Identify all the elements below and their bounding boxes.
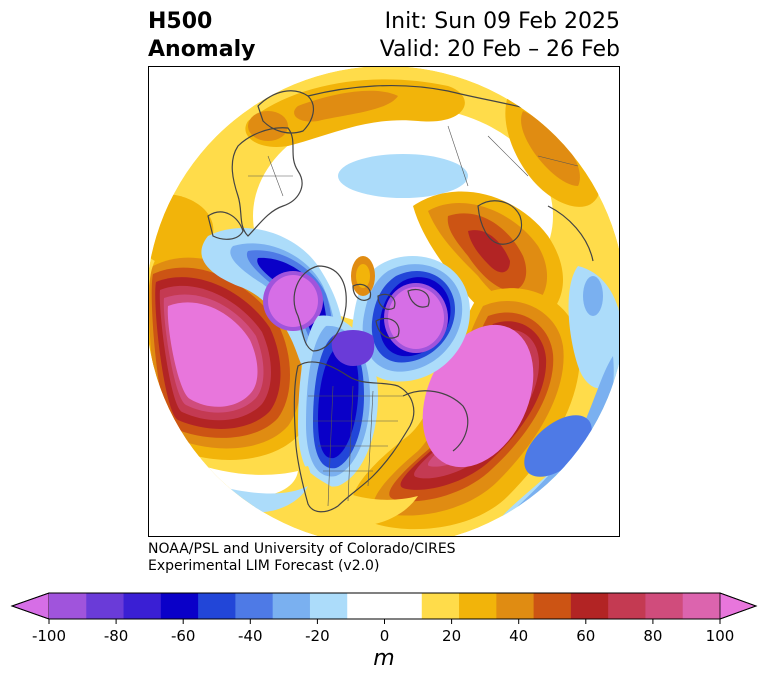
colorbar-swatch <box>198 593 236 619</box>
colorbar-tick-label: 100 <box>706 627 735 645</box>
map-frame <box>148 66 620 537</box>
credit-line-2: Experimental LIM Forecast (v2.0) <box>148 558 380 574</box>
colorbar-tick-label: 40 <box>509 627 528 645</box>
colorbar-swatch <box>160 593 199 619</box>
map-title: H500 Anomaly <box>148 8 255 64</box>
forecast-dates: Init: Sun 09 Feb 2025 Valid: 20 Feb – 26… <box>380 8 620 64</box>
colorbar-tick-label: -100 <box>32 627 66 645</box>
colorbar-swatch <box>533 593 572 619</box>
title-field: H500 <box>148 9 213 34</box>
colorbar-swatches <box>10 592 758 620</box>
valid-range: Valid: 20 Feb – 26 Feb <box>379 37 620 62</box>
init-date: Init: Sun 09 Feb 2025 <box>384 9 620 34</box>
colorbar-swatch <box>384 593 423 619</box>
colorbar-tick-label: 20 <box>442 627 461 645</box>
colorbar-swatch <box>459 593 497 619</box>
colorbar-swatch <box>608 593 646 619</box>
colorbar-tick-label: 80 <box>643 627 662 645</box>
colorbar-swatch <box>421 593 460 619</box>
colorbar-swatch <box>123 593 162 619</box>
colorbar-swatch <box>49 593 87 619</box>
colorbar-tick-label: -80 <box>104 627 129 645</box>
country-borders <box>248 125 579 507</box>
colorbar-swatch <box>309 593 348 619</box>
colorbar-unit: m <box>373 646 395 671</box>
colorbar-swatch <box>682 593 721 619</box>
colorbar-swatch <box>235 593 274 619</box>
colorbar-swatch <box>496 593 535 619</box>
colorbar-tick-label: -20 <box>305 627 330 645</box>
colorbar-extend-high <box>719 592 758 620</box>
colorbar-swatch <box>645 593 684 619</box>
colorbar-tick-label: -60 <box>171 627 196 645</box>
colorbar: -100 -80 -60 -40 -20 0 20 40 60 80 100 <box>10 592 758 645</box>
title-kind: Anomaly <box>148 37 256 62</box>
polar-anomaly-map <box>148 66 620 537</box>
colorbar-swatch <box>570 593 609 619</box>
colorbar-swatch <box>86 593 125 619</box>
colorbar-ticks: -100 -80 -60 -40 -20 0 20 40 60 80 100 <box>32 619 734 645</box>
colorbar-swatch <box>272 593 311 619</box>
credit-line-1: NOAA/PSL and University of Colorado/CIRE… <box>148 541 456 557</box>
credit-text: NOAA/PSL and University of Colorado/CIRE… <box>148 541 456 575</box>
colorbar-extend-low <box>10 592 50 620</box>
colorbar-tick-label: -40 <box>238 627 263 645</box>
colorbar-tick-label: 0 <box>380 627 390 645</box>
colorbar-tick-label: 60 <box>576 627 595 645</box>
colorbar-swatch <box>347 593 385 619</box>
anomaly-field <box>148 66 620 537</box>
